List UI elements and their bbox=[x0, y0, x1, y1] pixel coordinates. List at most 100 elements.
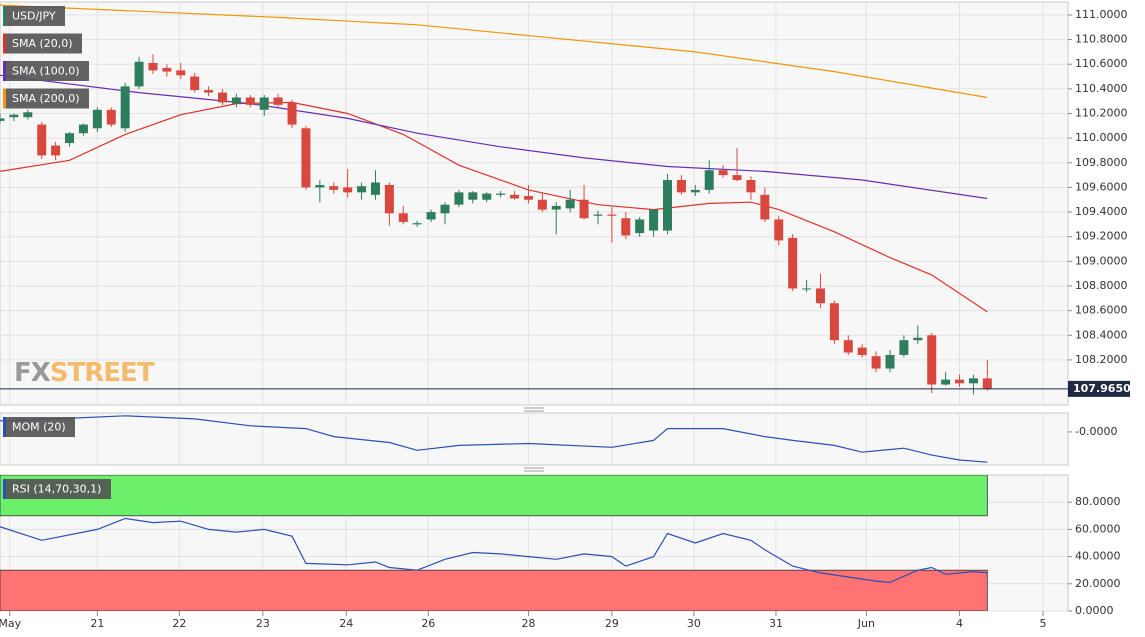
candle-body bbox=[704, 170, 714, 190]
y-tick-label: 109.4000 bbox=[1075, 205, 1128, 218]
y-tick-label: -0.0000 bbox=[1075, 425, 1117, 438]
legend-entry: MOM (20) bbox=[3, 417, 75, 437]
candle-body bbox=[65, 133, 75, 144]
legend-box bbox=[3, 479, 111, 499]
marks bbox=[0, 4, 1068, 611]
candle-body bbox=[607, 214, 617, 216]
backgrounds bbox=[0, 1, 1069, 612]
y-tick-label: 108.4000 bbox=[1075, 328, 1128, 341]
candle-body bbox=[593, 214, 603, 216]
candle-body bbox=[218, 92, 227, 103]
y-tick-label: 108.8000 bbox=[1075, 279, 1128, 292]
candle-body bbox=[106, 109, 116, 125]
legend-entry: SMA (20,0) bbox=[3, 33, 82, 54]
legend-swatch bbox=[3, 33, 6, 54]
candle-body bbox=[398, 213, 408, 222]
candle-body bbox=[120, 86, 130, 129]
candle-body bbox=[760, 194, 770, 220]
candle-body bbox=[649, 209, 659, 231]
candle-body bbox=[273, 97, 283, 105]
y-tick-label: 109.6000 bbox=[1075, 180, 1128, 193]
legend-entry: SMA (200,0) bbox=[3, 88, 89, 109]
y-tick-label: 110.0000 bbox=[1075, 131, 1128, 144]
candle-body bbox=[287, 102, 297, 125]
candle-body bbox=[78, 124, 88, 134]
candle-body bbox=[510, 194, 520, 199]
candle-body bbox=[537, 199, 547, 210]
y-tick-label: 60.0000 bbox=[1075, 522, 1121, 535]
candle-body bbox=[746, 180, 756, 193]
legend-label: USD/JPY bbox=[12, 10, 56, 23]
candle-body bbox=[621, 218, 631, 236]
x-tick-label: 4 bbox=[956, 617, 963, 630]
y-tick-label: 109.8000 bbox=[1075, 156, 1128, 169]
x-tick-label: 29 bbox=[605, 617, 619, 630]
candle-body bbox=[551, 205, 561, 210]
y-tick-label: 110.2000 bbox=[1075, 106, 1128, 119]
candle-body bbox=[176, 70, 186, 76]
y-tick-label: 109.0000 bbox=[1075, 254, 1128, 267]
legend-swatch bbox=[3, 6, 6, 26]
candle-body bbox=[690, 189, 700, 193]
y-tick-label: 108.2000 bbox=[1075, 353, 1128, 366]
candle-body bbox=[426, 212, 436, 220]
y-tick-label: 111.0000 bbox=[1075, 8, 1128, 21]
x-tick-label: 31 bbox=[769, 617, 783, 630]
candle-body bbox=[51, 145, 61, 156]
legend-label: SMA (100,0) bbox=[12, 65, 80, 78]
candle-body bbox=[968, 378, 978, 384]
candle-body bbox=[871, 356, 881, 369]
candle-body bbox=[384, 184, 394, 214]
candle-body bbox=[343, 187, 353, 193]
candle-body bbox=[774, 219, 784, 241]
panel-marks bbox=[0, 415, 988, 463]
price-panel bbox=[0, 1, 1069, 406]
candle-body bbox=[885, 354, 895, 369]
candle-body bbox=[802, 288, 812, 290]
legend-entry: USD/JPY bbox=[3, 6, 65, 26]
y-tick-label: 110.8000 bbox=[1075, 33, 1128, 46]
candle-body bbox=[454, 192, 464, 205]
line bbox=[0, 415, 988, 463]
candle-body bbox=[9, 114, 19, 118]
axes: 111.0000 110.8000 110.6000 110.4000 110.2000… bbox=[0, 8, 1131, 630]
candle-body bbox=[732, 175, 742, 181]
candle-body bbox=[565, 199, 575, 209]
legend-swatch bbox=[3, 417, 6, 437]
candle-body bbox=[92, 109, 102, 129]
candle-body bbox=[676, 180, 686, 193]
brand-street: STREET bbox=[50, 358, 155, 388]
candle-body bbox=[982, 378, 992, 389]
candle-body bbox=[440, 204, 450, 214]
candle-body bbox=[245, 97, 255, 105]
candle-body bbox=[663, 180, 672, 231]
y-tick-label: 110.6000 bbox=[1075, 57, 1128, 70]
candle-body bbox=[482, 193, 492, 200]
candle-body bbox=[0, 118, 5, 121]
panel-marks bbox=[0, 475, 988, 611]
panel-marks bbox=[0, 4, 1068, 395]
line bbox=[0, 517, 988, 584]
candle-body bbox=[927, 335, 937, 385]
candle-body bbox=[635, 219, 645, 234]
legend-box bbox=[3, 61, 89, 81]
x-tick-label: 22 bbox=[172, 617, 186, 630]
legends: USD/JPY SMA (20,0) SMA (100,0) SMA (200,0) M… bbox=[3, 6, 111, 499]
brand-fx: FX bbox=[14, 358, 51, 388]
candle-body bbox=[941, 379, 951, 385]
candle-body bbox=[259, 97, 269, 110]
legend-label: RSI (14,70,30,1) bbox=[12, 483, 101, 496]
legend-box bbox=[3, 88, 89, 109]
candle-body bbox=[955, 379, 965, 384]
candle-body bbox=[329, 186, 339, 190]
legend-label: SMA (200,0) bbox=[12, 92, 80, 105]
candle-body bbox=[231, 97, 241, 104]
legend-swatch bbox=[3, 61, 6, 81]
legend-box bbox=[3, 417, 75, 437]
candle-body bbox=[23, 112, 33, 118]
candle-body bbox=[843, 340, 853, 353]
y-tick-label: 0.0000 bbox=[1075, 604, 1114, 617]
candle-body bbox=[357, 186, 367, 193]
candle-body bbox=[370, 182, 380, 195]
